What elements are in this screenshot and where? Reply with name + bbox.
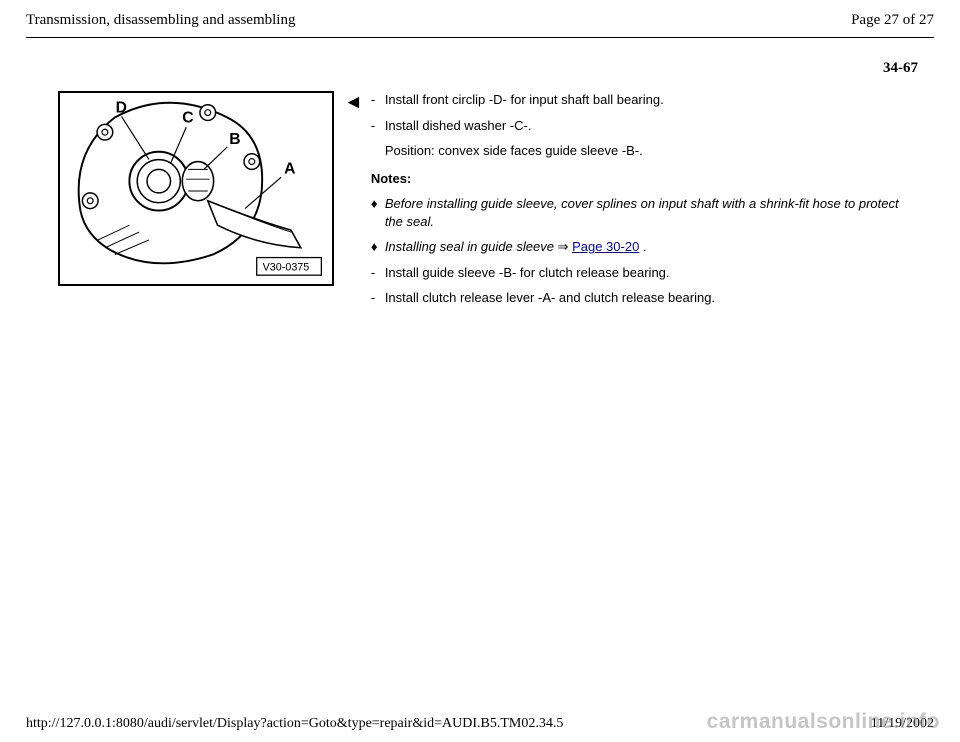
dash-bullet: -: [371, 264, 385, 282]
figure-label-c: C: [182, 109, 193, 126]
diamond-bullet-icon: ♦: [371, 238, 385, 256]
doc-title: Transmission, disassembling and assembli…: [26, 12, 295, 29]
note-prefix: Installing seal in guide sleeve: [385, 239, 558, 254]
step-sub-text: Position: convex side faces guide sleeve…: [385, 142, 920, 160]
watermark-text: carmanualsonline.info: [707, 710, 940, 734]
step-text: Install dished washer -C-.: [385, 117, 920, 135]
figure-label-d: D: [116, 100, 127, 117]
dash-bullet: -: [371, 289, 385, 307]
content-row: D C B A V30-0375 ◄ - Install front circl…: [0, 77, 960, 315]
step-text: Install guide sleeve -B- for clutch rele…: [385, 264, 920, 282]
page-indicator: Page 27 of 27: [851, 12, 934, 29]
footer-url: http://127.0.0.1:8080/audi/servlet/Displ…: [26, 716, 563, 732]
page-ref-link[interactable]: Page 30-20: [572, 239, 639, 254]
step-text: Install clutch release lever -A- and clu…: [385, 289, 920, 307]
dash-bullet: -: [371, 117, 385, 135]
pointer-arrow-icon: ◄: [334, 93, 371, 112]
instruction-step: - Install dished washer -C-.: [371, 117, 920, 135]
instruction-step: - Install guide sleeve -B- for clutch re…: [371, 264, 920, 282]
instruction-step: - Install front circlip -D- for input sh…: [371, 91, 920, 109]
note-item: ♦ Installing seal in guide sleeve ⇒ Page…: [371, 238, 920, 256]
figure-label-b: B: [229, 131, 240, 148]
note-text: Installing seal in guide sleeve ⇒ Page 3…: [385, 238, 920, 256]
note-text: Before installing guide sleeve, cover sp…: [385, 195, 920, 230]
instruction-column: - Install front circlip -D- for input sh…: [371, 91, 920, 315]
notes-heading: Notes:: [371, 170, 920, 188]
instruction-step: - Install clutch release lever -A- and c…: [371, 289, 920, 307]
technical-figure: D C B A V30-0375: [58, 91, 334, 286]
arrow-glyph-icon: ⇒: [558, 239, 569, 254]
note-suffix: .: [639, 239, 646, 254]
page-header: Transmission, disassembling and assembli…: [0, 0, 960, 31]
figure-label-a: A: [284, 160, 295, 177]
note-item: ♦ Before installing guide sleeve, cover …: [371, 195, 920, 230]
figure-tag: V30-0375: [263, 261, 310, 273]
diamond-bullet-icon: ♦: [371, 195, 385, 230]
section-number: 34-67: [0, 38, 960, 77]
dash-bullet: -: [371, 91, 385, 109]
step-text: Install front circlip -D- for input shaf…: [385, 91, 920, 109]
